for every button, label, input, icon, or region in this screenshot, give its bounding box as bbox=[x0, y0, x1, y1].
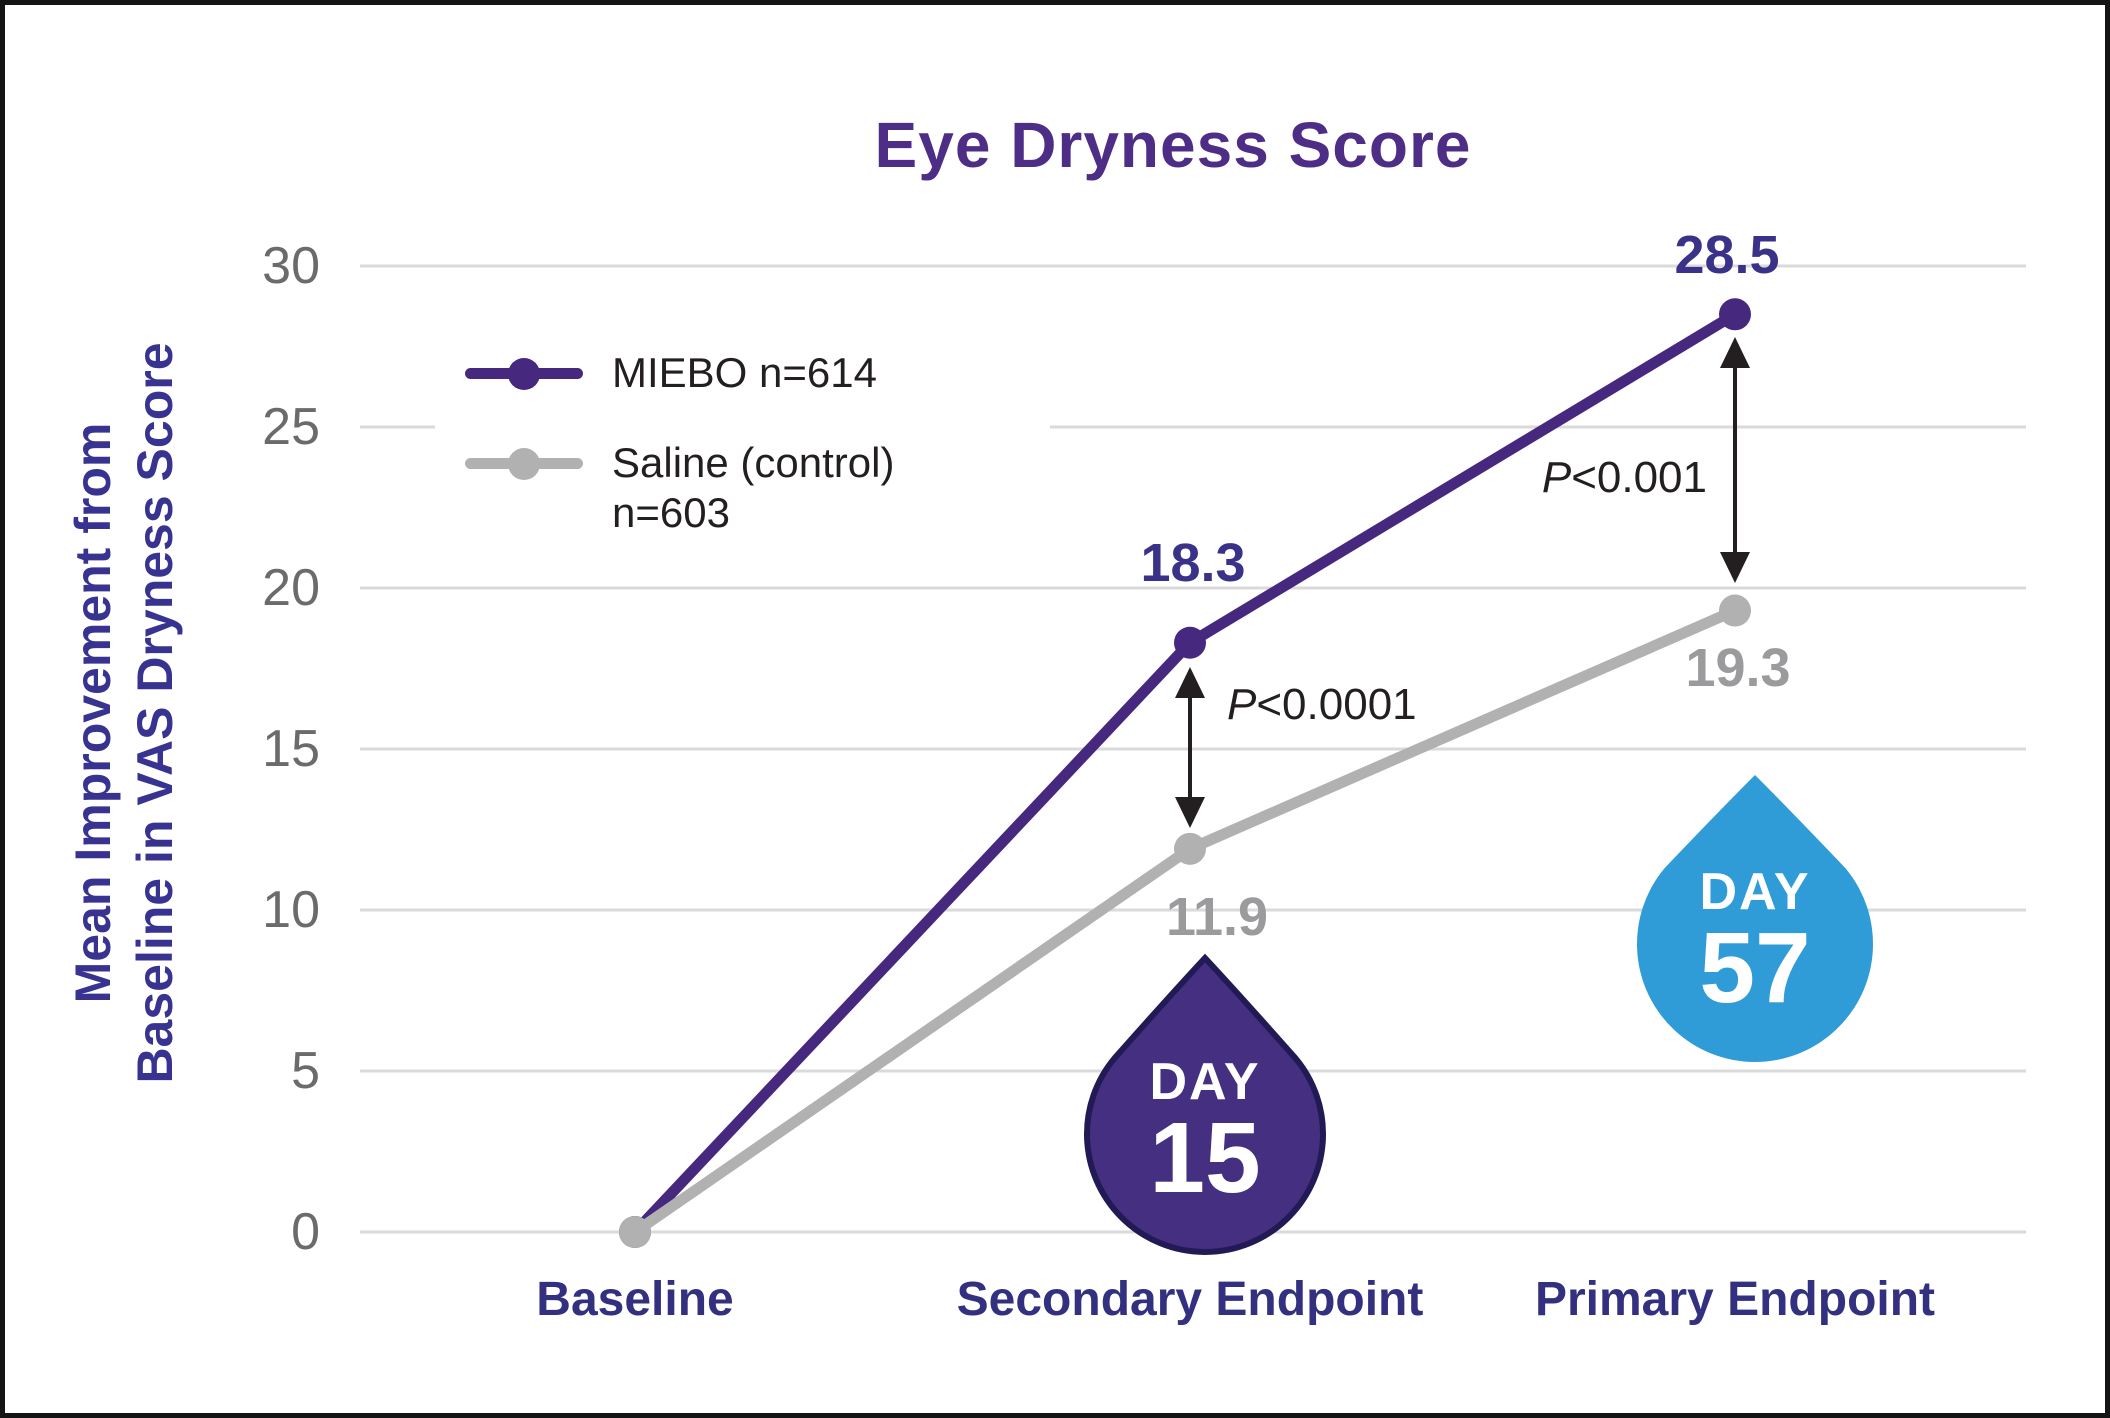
y-axis-title-line-2: Baseline in VAS Dryness Score bbox=[127, 342, 183, 1084]
x-axis-category-label-1: Secondary Endpoint bbox=[956, 1273, 1424, 1326]
miebo-line-swatch-icon bbox=[465, 358, 583, 390]
y-tick-label-20: 20 bbox=[262, 559, 320, 617]
y-axis-title: Mean Improvement from Baseline in VAS Dr… bbox=[62, 253, 186, 1173]
data-point-saline-1 bbox=[1174, 832, 1206, 865]
y-axis-title-line-1: Mean Improvement from bbox=[65, 422, 121, 1004]
p-italic: P bbox=[1227, 680, 1257, 729]
day-15-drop-word: DAY bbox=[1149, 1053, 1260, 1111]
day-15-drop-marker bbox=[1084, 953, 1326, 1255]
data-point-miebo-1 bbox=[1174, 626, 1206, 659]
value-label-saline-1: 11.9 bbox=[1165, 887, 1269, 947]
data-point-saline-2 bbox=[1719, 594, 1751, 627]
y-tick-label-25: 25 bbox=[262, 398, 320, 456]
saline-line-swatch-icon bbox=[465, 448, 583, 480]
y-tick-label-0: 0 bbox=[291, 1203, 320, 1261]
value-label-miebo-1: 18.3 bbox=[1140, 533, 1246, 593]
day-57-drop-word: DAY bbox=[1699, 863, 1810, 921]
y-tick-label-15: 15 bbox=[262, 720, 320, 778]
p-italic: P bbox=[1541, 453, 1572, 502]
y-tick-label-30: 30 bbox=[262, 237, 320, 295]
day-57-drop-marker bbox=[1637, 775, 1874, 1062]
value-label-miebo-2: 28.5 bbox=[1674, 225, 1780, 285]
p-value-label-0: P<0.0001 bbox=[1227, 680, 1417, 729]
x-axis-category-label-0: Baseline bbox=[536, 1273, 734, 1326]
chart-title: Eye Dryness Score bbox=[874, 109, 1472, 181]
data-point-saline-0 bbox=[619, 1216, 651, 1248]
legend-label-saline-line-1: Saline (control) bbox=[612, 439, 895, 486]
chart-legend: MIEBO n=614 Saline (control) n=603 bbox=[435, 335, 1050, 556]
significance-arrow-1 bbox=[1720, 337, 1750, 583]
y-tick-label-5: 5 bbox=[291, 1042, 320, 1100]
x-axis-category-label-2: Primary Endpoint bbox=[1534, 1273, 1936, 1326]
p-value-label-1: P<0.001 bbox=[1541, 453, 1707, 502]
legend-item-miebo: MIEBO n=614 bbox=[465, 348, 1050, 398]
legend-label-saline: Saline (control) n=603 bbox=[612, 438, 894, 538]
legend-label-saline-line-2: n=603 bbox=[612, 489, 730, 536]
legend-item-saline: Saline (control) n=603 bbox=[465, 438, 1050, 538]
day-57-drop-number: 57 bbox=[1699, 912, 1810, 1024]
day-15-drop-number: 15 bbox=[1149, 1102, 1260, 1214]
data-point-miebo-2 bbox=[1719, 298, 1751, 331]
y-tick-label-10: 10 bbox=[262, 881, 320, 939]
value-label-saline-2: 19.3 bbox=[1685, 638, 1791, 698]
legend-label-miebo: MIEBO n=614 bbox=[612, 349, 877, 396]
significance-arrow-0 bbox=[1175, 667, 1205, 828]
